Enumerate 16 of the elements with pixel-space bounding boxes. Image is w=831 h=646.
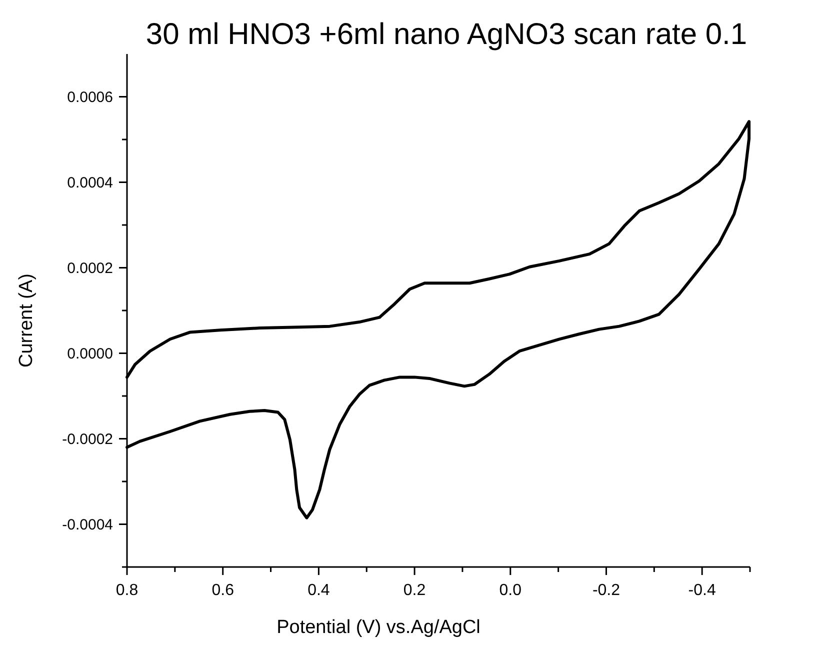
y-tick-label: 0.0002 <box>67 260 113 277</box>
x-tick-label: 0.4 <box>308 582 330 599</box>
x-tick-label: 0.8 <box>116 582 138 599</box>
y-axis-title: Current (A) <box>16 274 37 368</box>
x-tick-label: -0.4 <box>688 582 716 599</box>
y-tick-label: 0.0000 <box>67 345 113 362</box>
y-tick-label: -0.0002 <box>62 430 113 448</box>
x-tick-label: 0.6 <box>212 582 234 599</box>
y-tick-label: 0.0006 <box>67 88 113 106</box>
chart-title: 30 ml HNO3 +6ml nano AgNO3 scan rate 0.1 <box>146 18 748 51</box>
x-tick-label: 0.0 <box>499 582 522 599</box>
y-tick-label: 0.0004 <box>67 174 113 192</box>
x-axis-title: Potential (V) vs.Ag/AgCl <box>276 617 480 638</box>
x-tick-label: -0.2 <box>592 582 620 599</box>
x-tick-label: 0.2 <box>403 582 426 599</box>
y-tick-label: -0.0004 <box>62 516 113 534</box>
